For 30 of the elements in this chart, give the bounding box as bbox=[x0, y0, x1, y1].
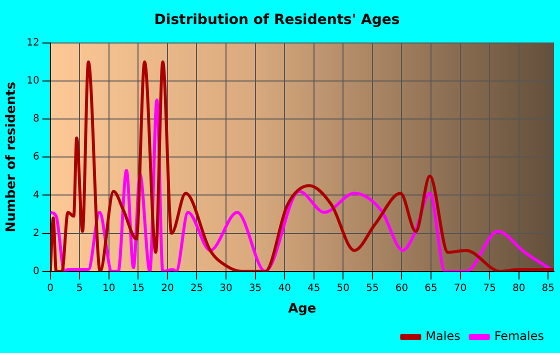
x-tick-label: 85 bbox=[542, 282, 555, 294]
x-tick-label: 10 bbox=[102, 282, 116, 294]
x-tick-label: 40 bbox=[278, 282, 291, 294]
x-tick-label: 65 bbox=[424, 282, 438, 294]
x-tick-label: 35 bbox=[248, 282, 262, 294]
x-tick-label: 30 bbox=[220, 282, 232, 294]
x-tick-label: 50 bbox=[336, 282, 350, 294]
x-tick-label: 70 bbox=[454, 282, 467, 294]
x-tick-label: 20 bbox=[161, 282, 174, 294]
x-tick-label: 0 bbox=[47, 282, 54, 294]
x-tick-label: 25 bbox=[190, 282, 204, 294]
x-axis-title: Age bbox=[288, 302, 316, 317]
y-tick-label: 6 bbox=[32, 152, 40, 163]
y-tick-label: 0 bbox=[32, 266, 40, 277]
y-tick-label: 4 bbox=[32, 190, 40, 201]
legend-label: Males bbox=[426, 329, 460, 344]
x-tick-label: 60 bbox=[395, 282, 408, 294]
x-tick-label: 5 bbox=[76, 282, 83, 294]
x-tick-label: 15 bbox=[132, 282, 145, 294]
x-tick-label: 45 bbox=[308, 282, 320, 294]
y-tick-label: 2 bbox=[32, 228, 40, 239]
y-tick-label: 12 bbox=[26, 37, 40, 48]
y-axis-title: Number of residents bbox=[4, 82, 20, 232]
legend-label: Females bbox=[494, 329, 544, 344]
x-tick-label: 80 bbox=[512, 282, 526, 294]
chart-title: Distribution of Residents' Ages bbox=[154, 12, 400, 28]
y-tick-label: 8 bbox=[32, 114, 40, 125]
x-tick-label: 75 bbox=[483, 282, 496, 294]
x-tick-label: 55 bbox=[366, 282, 379, 294]
y-tick-label: 10 bbox=[26, 75, 40, 86]
